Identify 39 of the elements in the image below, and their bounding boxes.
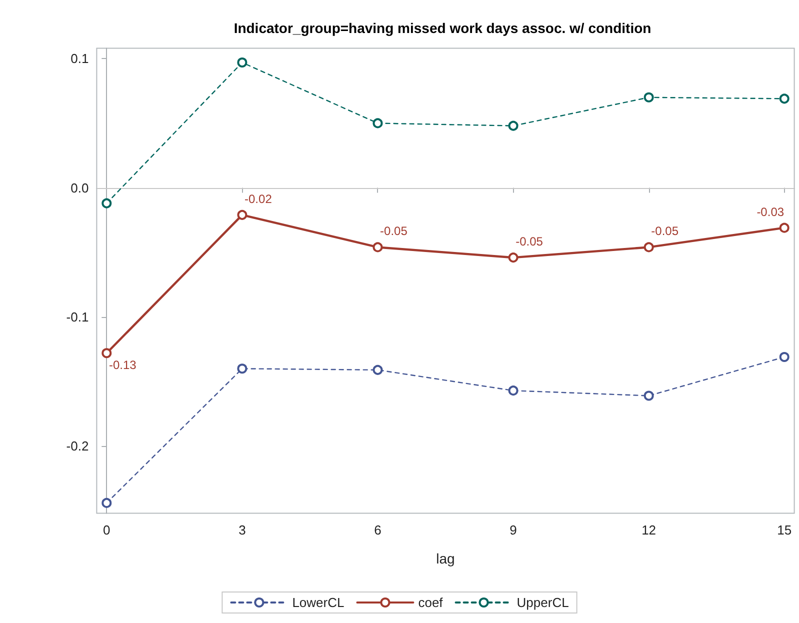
data-label: -0.13: [108, 358, 137, 372]
point: [508, 252, 518, 263]
point: [508, 386, 518, 396]
point: [102, 198, 112, 208]
legend-label: UpperCL: [516, 595, 569, 610]
y-tick-label: 0.1: [70, 51, 89, 66]
chart-title: Indicator_group=having missed work days assoc. w/ condition: [234, 20, 652, 36]
y-tick-label: -0.2: [66, 438, 89, 454]
data-label: -0.05: [651, 224, 679, 238]
data-label: -0.05: [380, 224, 408, 238]
point: [508, 120, 518, 131]
data-label: -0.03: [756, 204, 784, 219]
y-tick-label: 0.0: [70, 180, 89, 196]
point: [644, 242, 654, 252]
x-tick-label: 9: [510, 522, 517, 538]
legend-label: coef: [418, 595, 444, 610]
x-tick-label: 12: [642, 522, 656, 538]
x-tick-label: 15: [777, 522, 792, 538]
point: [372, 364, 383, 375]
x-tick-label: 3: [238, 522, 246, 538]
x-tick-label: 6: [374, 522, 382, 538]
x-axis-title: lag: [436, 550, 455, 566]
data-label: -0.05: [516, 234, 544, 249]
point: [779, 94, 790, 104]
x-tick-label: 0: [103, 522, 110, 538]
legend-label: LowerCL: [292, 595, 344, 610]
point: [644, 92, 654, 102]
point: [237, 58, 248, 68]
y-tick-label: -0.1: [66, 309, 89, 324]
point: [237, 364, 248, 374]
point: [102, 348, 112, 358]
point: [779, 352, 790, 362]
data-label: -0.02: [244, 192, 272, 206]
point: [372, 118, 383, 128]
point: [102, 498, 112, 508]
point: [372, 242, 383, 252]
point: [779, 222, 790, 233]
point: [644, 390, 654, 401]
point: [237, 210, 248, 220]
